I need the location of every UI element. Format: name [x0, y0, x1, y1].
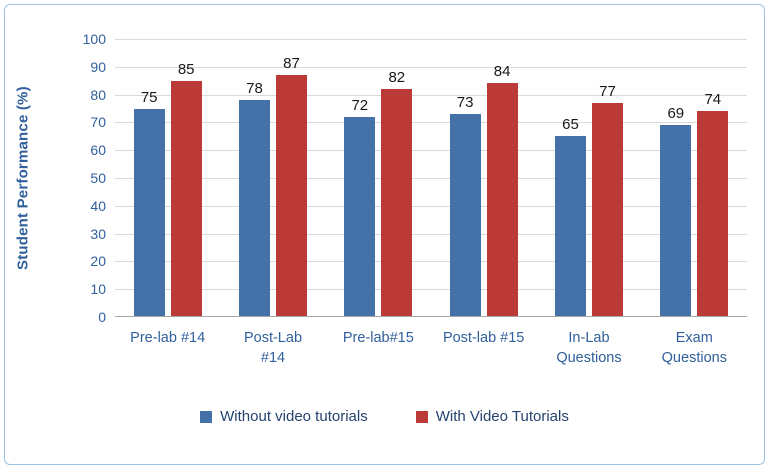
bar	[344, 116, 376, 317]
category-label: In-Lab Questions	[556, 330, 622, 366]
bar-column: 77	[591, 39, 623, 317]
y-axis-tick-label: 60	[90, 142, 106, 159]
bar-group: 75 85	[115, 39, 220, 317]
bar-column: 84	[486, 39, 518, 317]
legend-item: Without video tutorials	[200, 408, 368, 425]
bar	[697, 111, 729, 317]
bar-value-label: 65	[562, 116, 579, 134]
x-axis-line	[115, 316, 747, 317]
x-axis-labels: Pre-lab #14 Post-Lab #14 Pre-lab#15 Post-la…	[115, 328, 747, 368]
bar-groups: 75 85 78 87 72 82 73 84 65 77 69 74	[115, 39, 747, 317]
bar-value-label: 77	[599, 82, 616, 100]
legend-label: With Video Tutorials	[435, 408, 569, 425]
bar-value-label: 69	[667, 105, 685, 123]
legend-label: Without video tutorials	[220, 408, 368, 425]
y-axis-tick-label: 50	[90, 170, 106, 186]
y-axis-title: Student Performance (%)	[14, 86, 32, 270]
bar	[449, 114, 481, 317]
legend-item: With Video Tutorials	[415, 408, 569, 425]
legend-swatch	[415, 410, 428, 423]
y-axis-tick-label: 40	[90, 197, 106, 214]
bar-column: 75	[133, 39, 165, 317]
bar-column: 72	[344, 39, 376, 317]
category-label: Post-Lab #14	[243, 330, 303, 366]
y-axis-tick-label: 20	[90, 253, 106, 270]
bar	[381, 89, 413, 317]
bar	[591, 102, 623, 317]
y-axis-tick-label: 90	[90, 58, 106, 75]
y-axis-tick-label: 100	[82, 31, 106, 47]
bar-value-label: 84	[493, 63, 511, 81]
gridline	[115, 66, 747, 68]
y-axis-tick-label: 10	[90, 281, 106, 298]
bar-value-label: 82	[388, 69, 406, 87]
bar-value-label: 73	[456, 94, 474, 112]
bar	[486, 83, 518, 317]
bar	[554, 136, 586, 317]
gridline	[115, 178, 747, 179]
gridline	[115, 122, 747, 124]
bar-column: 69	[660, 39, 692, 317]
category-label: Pre-lab#15	[342, 330, 414, 346]
bar-group: 65 77	[536, 39, 641, 317]
bar-column: 78	[238, 39, 270, 317]
legend: Without video tutorials With Video Tutori…	[0, 408, 769, 425]
y-axis-tick-label: 70	[90, 114, 106, 131]
bar-column: 87	[275, 39, 307, 317]
bar-value-label: 78	[246, 80, 263, 98]
category-label: Pre-lab #14	[130, 330, 206, 346]
gridline	[115, 39, 747, 40]
legend-swatch	[200, 410, 213, 423]
bar-group: 69 74	[642, 39, 747, 317]
bar-value-label: 85	[177, 60, 195, 78]
bar-column: 73	[449, 39, 481, 317]
bar-column: 65	[554, 39, 586, 317]
gridline	[115, 233, 747, 235]
bar-column: 85	[170, 39, 202, 317]
gridline	[115, 150, 747, 152]
category-label: Exam Questions	[661, 330, 727, 366]
bar-group: 72 82	[326, 39, 431, 317]
gridline	[115, 261, 747, 263]
gridline	[115, 205, 747, 207]
bar	[133, 108, 165, 317]
bar-value-label: 87	[283, 55, 300, 73]
bar	[275, 75, 307, 317]
y-axis-tick-label: 0	[98, 309, 106, 325]
bar-column: 74	[697, 39, 729, 317]
bar-group: 73 84	[431, 39, 536, 317]
y-axis-tick-label: 30	[90, 225, 106, 242]
gridline	[115, 289, 747, 291]
category-label: Post-lab #15	[442, 330, 525, 346]
bar-column: 82	[381, 39, 413, 317]
bar-value-label: 74	[704, 91, 722, 109]
bar-value-label: 75	[140, 88, 158, 106]
bar	[170, 80, 202, 317]
bar-group: 78 87	[220, 39, 325, 317]
bar	[238, 100, 270, 317]
y-axis: 0 10 20 30 40 50 60 70 80 90 100	[58, 31, 106, 325]
y-axis-tick-label: 80	[90, 86, 106, 103]
gridline	[115, 94, 747, 96]
bar-value-label: 72	[351, 96, 369, 114]
plot-area: 75 85 78 87 72 82 73 84 65 77 69 74	[115, 39, 747, 317]
bar	[660, 125, 692, 317]
